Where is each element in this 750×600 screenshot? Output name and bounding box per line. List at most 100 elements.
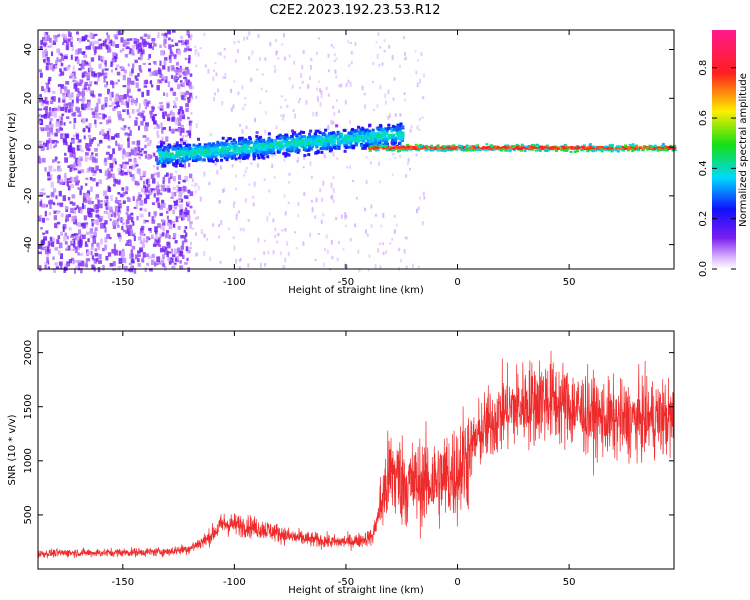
spectrogram-cell [376, 139, 380, 143]
spectrogram-cell [133, 38, 137, 44]
spectrogram-cell [139, 150, 143, 153]
spectrogram-cell [169, 154, 173, 158]
spectrogram-cell [130, 249, 134, 256]
spectrogram-cell [319, 101, 322, 107]
spectrogram-cell [326, 136, 330, 140]
spectrogram-cell [580, 149, 584, 152]
spectrogram-cell [508, 148, 512, 151]
spectrogram-cell [598, 149, 602, 152]
spectrogram-cell [336, 257, 339, 262]
spectrogram-cell [166, 153, 170, 157]
spectrogram-cell [40, 227, 43, 230]
spectrogram-cell [216, 140, 220, 144]
spectrogram-cell [330, 138, 334, 142]
spectrogram-cell [125, 41, 130, 45]
spectrogram-cell [122, 109, 126, 112]
spectrogram-cell [73, 249, 76, 252]
spectrogram-cell [255, 135, 259, 139]
spectrogram-cell [513, 148, 517, 151]
spectrogram-cell [318, 80, 321, 83]
spectrogram-cell [356, 139, 360, 143]
spectrogram-cell [85, 61, 89, 65]
spectrogram-cell [139, 240, 144, 245]
spectrogram-cell [330, 145, 334, 149]
spectrogram-cell [190, 112, 193, 115]
spectrogram-cell [60, 116, 63, 121]
spectrogram-cell [85, 177, 89, 180]
spectrogram-cell [64, 157, 69, 163]
spectrogram-cell [301, 80, 304, 84]
spectrogram-cell [63, 235, 67, 242]
spectrogram-cell [228, 137, 232, 141]
spectrogram-cell [554, 149, 558, 152]
spectrogram-cell [60, 84, 65, 89]
spectrogram-cell [67, 165, 71, 169]
spectrogram-cell [65, 44, 69, 50]
spectrogram-cell [538, 148, 542, 151]
spectrogram-cell [353, 129, 357, 133]
spectrogram-cell [332, 120, 335, 125]
spectrogram-cell [151, 253, 155, 259]
spectrogram-cell [117, 232, 121, 237]
spectrogram-cell [180, 265, 184, 269]
spectrogram-cell [318, 131, 322, 135]
spectrogram-cell [156, 145, 160, 149]
spectrogram-cell [159, 145, 163, 149]
spectrogram-cell [392, 146, 396, 149]
spectrogram-cell [246, 36, 249, 40]
spectrogram-cell [340, 83, 343, 88]
spectrogram-cell [653, 144, 657, 147]
spectrogram-cell [170, 221, 173, 224]
spectrogram-cell [97, 116, 102, 120]
spectrogram-cell [96, 242, 100, 248]
spectrogram-cell [204, 148, 208, 152]
spectrogram-cell [245, 144, 249, 148]
spectrogram-cell [264, 129, 267, 134]
spectrogram-cell [38, 108, 43, 111]
spectrogram-cell [61, 33, 66, 38]
spectrogram-cell [91, 200, 94, 205]
spectrogram-cell [53, 210, 58, 214]
spectrogram-cell [138, 103, 141, 110]
spectrogram-cell [295, 133, 299, 137]
spectrogram-cell [169, 110, 173, 116]
spectrogram-cell [352, 132, 356, 136]
spectrogram-cell [156, 160, 160, 164]
spectrogram-cell [161, 202, 166, 209]
spectrogram-cell [137, 125, 141, 131]
spectrogram-cell [192, 227, 195, 230]
spectrogram-cell [107, 170, 111, 176]
spectrogram-cell [247, 219, 250, 222]
spectrogram-cell [112, 173, 115, 177]
spectrogram-cell [104, 244, 107, 251]
spectrogram-cell [304, 144, 308, 148]
spectrogram-cell [102, 113, 106, 120]
spectrogram-cell [122, 102, 127, 106]
spectrogram-cell [276, 143, 280, 147]
spectrogram-cell [187, 189, 191, 194]
spectrogram-cell [185, 232, 188, 237]
spectrogram-cell [332, 134, 336, 138]
spectrogram-cell [463, 146, 467, 149]
spectrogram-cell [385, 129, 389, 133]
spectrogram-cell [39, 143, 43, 150]
spectrogram-cell [188, 54, 191, 60]
spectrogram-cell [88, 157, 92, 160]
spectrogram-cell [60, 265, 63, 270]
spectrogram-cell [129, 71, 133, 77]
spectrogram-cell [498, 147, 502, 150]
spectrogram-cell [89, 32, 94, 39]
spectrogram-cell [159, 108, 163, 111]
spectrogram-cell [119, 168, 123, 173]
spectrogram-cell [78, 229, 82, 235]
spectrogram-cell [267, 138, 271, 142]
spectrogram-cell [170, 173, 173, 177]
spectrogram-cell [175, 199, 179, 205]
spectrogram-cell [162, 225, 165, 231]
spectrogram-cell [180, 124, 185, 128]
spectrogram-cell [99, 170, 103, 173]
spectrogram-cell [127, 77, 132, 84]
spectrogram-cell [87, 200, 92, 205]
spectrogram-cell [131, 63, 135, 69]
spectrogram-cell [327, 143, 331, 147]
